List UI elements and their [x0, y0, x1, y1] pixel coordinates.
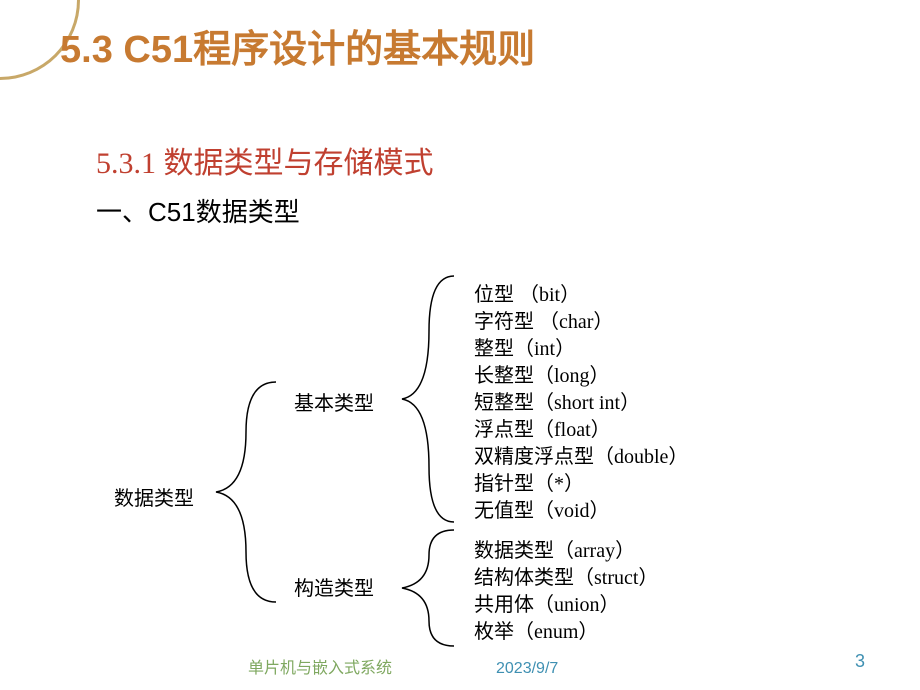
leaf-item: 无值型（void）: [474, 494, 610, 523]
leaf-item: 长整型（long）: [474, 359, 610, 388]
leaf-text: 浮点型（float）: [474, 419, 611, 441]
slide-subtitle: 5.3.1 数据类型与存储模式: [96, 138, 434, 182]
leaf-text: 位型 （bit）: [474, 284, 580, 306]
leaf-text: 字符型 （char）: [474, 311, 613, 333]
tree-branch-2: 构造类型: [294, 572, 374, 601]
leaf-item: 短整型（short int）: [474, 386, 640, 415]
leaf-item: 数据类型（array）: [474, 534, 635, 563]
tree-root-text: 数据类型: [114, 488, 194, 510]
leaf-item: 结构体类型（struct）: [474, 561, 658, 590]
footer-date: 2023/9/7: [496, 660, 558, 678]
leaf-text: 短整型（short int）: [474, 392, 640, 414]
brace-root: [206, 382, 286, 602]
footer-left-text: 单片机与嵌入式系统: [248, 660, 392, 677]
leaf-item: 位型 （bit）: [474, 278, 580, 307]
footer-center-text: 2023/9/7: [496, 660, 558, 677]
leaf-text: 无值型（void）: [474, 500, 610, 522]
branch-1-text: 基本类型: [294, 393, 374, 415]
leaf-text: 共用体（union）: [474, 594, 620, 616]
leaf-text: 整型（int）: [474, 338, 575, 360]
leaf-text: 双精度浮点型（double）: [474, 446, 688, 468]
footer-page-number: 3: [855, 651, 865, 672]
leaf-item: 共用体（union）: [474, 588, 620, 617]
section-heading: 一、C51数据类型: [96, 192, 300, 229]
branch-2-text: 构造类型: [294, 578, 374, 600]
leaf-text: 结构体类型（struct）: [474, 567, 658, 589]
leaf-text: 指针型（*）: [474, 473, 584, 495]
leaf-item: 字符型 （char）: [474, 305, 613, 334]
footer-course-name: 单片机与嵌入式系统: [248, 654, 392, 678]
leaf-item: 指针型（*）: [474, 467, 584, 496]
leaf-item: 枚举（enum）: [474, 615, 598, 644]
leaf-item: 整型（int）: [474, 332, 575, 361]
subtitle-text: 5.3.1 数据类型与存储模式: [96, 147, 434, 180]
leaf-item: 双精度浮点型（double）: [474, 440, 688, 469]
type-tree-diagram: 数据类型 基本类型 位型 （bit） 字符型 （char） 整型（int） 长整…: [114, 272, 834, 652]
leaf-text: 数据类型（array）: [474, 540, 635, 562]
section-text: 一、C51数据类型: [96, 197, 300, 227]
tree-root: 数据类型: [114, 482, 194, 511]
brace-branch-1: [394, 276, 464, 522]
leaf-text: 枚举（enum）: [474, 621, 598, 643]
leaf-item: 浮点型（float）: [474, 413, 611, 442]
footer-page-text: 3: [855, 651, 865, 671]
leaf-text: 长整型（long）: [474, 365, 610, 387]
tree-branch-1: 基本类型: [294, 387, 374, 416]
slide-title: 5.3 C51程序设计的基本规则: [60, 18, 535, 73]
brace-branch-2: [394, 530, 464, 646]
title-text: 5.3 C51程序设计的基本规则: [60, 29, 535, 71]
